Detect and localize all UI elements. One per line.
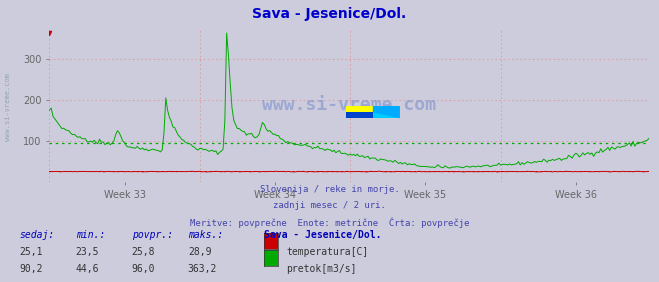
Text: 90,2: 90,2 — [20, 264, 43, 274]
Text: 25,1: 25,1 — [20, 247, 43, 257]
Text: www.si-vreme.com: www.si-vreme.com — [5, 73, 11, 141]
Text: sedaj:: sedaj: — [20, 230, 55, 240]
Text: Slovenija / reke in morje.: Slovenija / reke in morje. — [260, 185, 399, 194]
Text: 363,2: 363,2 — [188, 264, 217, 274]
Bar — [346, 106, 373, 112]
Text: 44,6: 44,6 — [76, 264, 100, 274]
Text: min.:: min.: — [76, 230, 105, 240]
Text: Meritve: povprečne  Enote: metrične  Črta: povprečje: Meritve: povprečne Enote: metrične Črta:… — [190, 217, 469, 228]
Text: 23,5: 23,5 — [76, 247, 100, 257]
Polygon shape — [373, 106, 399, 118]
Text: zadnji mesec / 2 uri.: zadnji mesec / 2 uri. — [273, 201, 386, 210]
Text: temperatura[C]: temperatura[C] — [286, 247, 368, 257]
Text: maks.:: maks.: — [188, 230, 223, 240]
Text: 96,0: 96,0 — [132, 264, 156, 274]
Text: Sava - Jesenice/Dol.: Sava - Jesenice/Dol. — [252, 7, 407, 21]
Polygon shape — [373, 106, 399, 118]
Text: www.si-vreme.com: www.si-vreme.com — [262, 96, 436, 114]
Text: 25,8: 25,8 — [132, 247, 156, 257]
Text: 28,9: 28,9 — [188, 247, 212, 257]
Text: Sava - Jesenice/Dol.: Sava - Jesenice/Dol. — [264, 230, 381, 240]
Text: povpr.:: povpr.: — [132, 230, 173, 240]
Bar — [346, 112, 373, 118]
Polygon shape — [373, 106, 399, 112]
Text: pretok[m3/s]: pretok[m3/s] — [286, 264, 357, 274]
